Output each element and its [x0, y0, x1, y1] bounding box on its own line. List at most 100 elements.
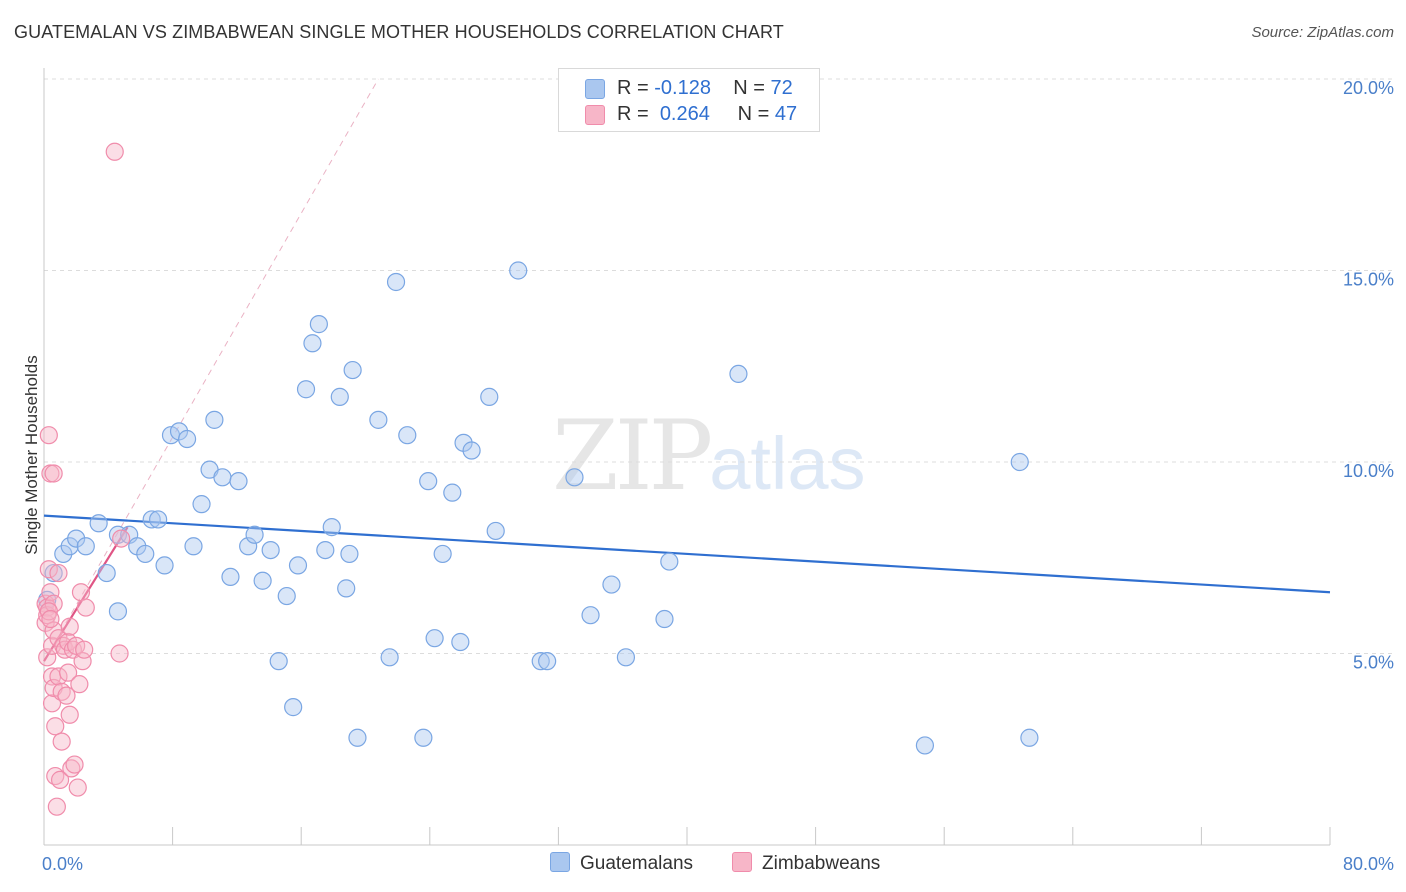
chart-source: Source: ZipAtlas.com: [1251, 24, 1394, 41]
data-point-guatemalans: [480, 387, 499, 406]
legend-n-value: 72: [770, 77, 793, 99]
data-point-zimbabweans: [44, 464, 63, 483]
tick-labels: 5.0% 10.0% 15.0% 20.0% 0.0% 80.0%: [42, 78, 1394, 874]
data-point-guatemalans: [277, 586, 296, 606]
data-point-guatemalans: [284, 698, 303, 717]
data-point-zimbabweans: [39, 602, 58, 621]
data-point-guatemalans: [1020, 728, 1039, 747]
watermark: ZIPatlas: [552, 400, 866, 512]
data-point-guatemalans: [303, 334, 322, 353]
legend-swatch-guatemalans: [585, 79, 605, 99]
trend-line-guatemalans: [43, 514, 1331, 594]
y-tick-label: 10.0%: [1343, 461, 1394, 481]
legend-swatch-zimbabweans: [585, 105, 605, 125]
data-points: [36, 142, 1039, 816]
data-point-zimbabweans: [59, 663, 78, 682]
data-point-guatemalans: [398, 426, 417, 445]
data-point-guatemalans: [316, 540, 335, 560]
data-point-zimbabweans: [105, 142, 124, 161]
data-point-guatemalans: [616, 648, 636, 667]
data-point-guatemalans: [253, 571, 272, 590]
chart-title: GUATEMALAN VS ZIMBABWEAN SINGLE MOTHER H…: [14, 22, 784, 42]
data-point-guatemalans: [221, 567, 240, 587]
data-point-guatemalans: [192, 495, 211, 514]
legend-r-label: R =: [617, 77, 649, 99]
data-point-guatemalans: [655, 609, 674, 629]
data-point-guatemalans: [337, 579, 356, 598]
data-point-guatemalans: [309, 315, 328, 334]
bottom-legend-label-zimbabweans: Zimbabweans: [762, 853, 881, 874]
data-point-zimbabweans: [39, 560, 58, 579]
data-point-guatemalans: [184, 537, 203, 556]
legend-n-value: 47: [774, 103, 798, 125]
data-point-guatemalans: [108, 602, 128, 621]
data-point-zimbabweans: [76, 598, 95, 617]
data-point-zimbabweans: [110, 644, 129, 663]
legend-r-label: R =: [617, 103, 649, 125]
grid-lines: [44, 78, 1392, 654]
data-point-guatemalans: [915, 736, 935, 755]
data-point-guatemalans: [443, 483, 462, 502]
legend-r-value: 0.264: [659, 103, 710, 125]
data-point-zimbabweans: [60, 705, 79, 724]
data-point-zimbabweans: [39, 426, 58, 445]
data-point-zimbabweans: [60, 617, 79, 636]
data-point-guatemalans: [451, 632, 470, 652]
data-point-guatemalans: [581, 606, 600, 625]
x-tick-label: 0.0%: [42, 854, 83, 874]
data-point-guatemalans: [205, 410, 224, 429]
x-tick-label: 80.0%: [1343, 854, 1394, 874]
watermark-atlas: atlas: [709, 422, 866, 505]
data-point-guatemalans: [565, 468, 584, 487]
data-point-zimbabweans: [52, 732, 71, 751]
data-point-guatemalans: [142, 510, 161, 529]
data-point-zimbabweans: [49, 667, 68, 686]
data-point-guatemalans: [348, 728, 367, 747]
data-point-guatemalans: [660, 552, 679, 571]
data-point-zimbabweans: [68, 778, 87, 797]
data-point-zimbabweans: [71, 583, 91, 602]
data-point-guatemalans: [486, 521, 505, 541]
bottom-legend-zimbabweans: Zimbabweans: [732, 852, 880, 875]
legend-n-label: N =: [733, 77, 765, 99]
data-point-guatemalans: [1010, 452, 1029, 472]
data-point-guatemalans: [261, 540, 280, 560]
data-point-guatemalans: [509, 261, 528, 280]
data-point-guatemalans: [419, 472, 438, 491]
y-tick-label: 20.0%: [1343, 78, 1394, 98]
data-point-guatemalans: [729, 364, 748, 384]
data-point-guatemalans: [288, 556, 308, 575]
data-point-guatemalans: [322, 518, 341, 537]
bottom-legend-swatch-guatemalans: [550, 852, 570, 872]
legend-n-label: N =: [737, 103, 770, 125]
data-point-guatemalans: [213, 468, 232, 487]
watermark-zip: ZIP: [552, 400, 713, 512]
data-point-zimbabweans: [75, 640, 94, 659]
bottom-legend-label-guatemalans: Guatemalans: [580, 853, 694, 874]
data-point-zimbabweans: [47, 797, 66, 816]
data-point-guatemalans: [602, 575, 621, 594]
y-tick-label: 5.0%: [1353, 653, 1394, 673]
data-point-guatemalans: [531, 652, 550, 671]
data-point-guatemalans: [239, 537, 258, 556]
data-point-zimbabweans: [46, 717, 65, 736]
data-point-zimbabweans: [41, 583, 60, 602]
data-point-guatemalans: [380, 648, 399, 667]
data-point-guatemalans: [369, 410, 388, 429]
data-point-guatemalans: [414, 728, 433, 747]
data-point-guatemalans: [229, 472, 248, 491]
data-point-guatemalans: [269, 652, 288, 671]
data-point-zimbabweans: [65, 755, 84, 774]
data-point-zimbabweans: [73, 652, 92, 671]
data-point-zimbabweans: [49, 563, 68, 583]
data-point-guatemalans: [149, 510, 168, 529]
y-tick-label: 15.0%: [1343, 270, 1394, 290]
bottom-legend-swatch-zimbabweans: [732, 852, 752, 872]
data-point-zimbabweans: [38, 648, 57, 667]
data-point-guatemalans: [76, 537, 95, 556]
data-point-zimbabweans: [50, 770, 70, 789]
data-point-guatemalans: [330, 387, 349, 406]
data-point-guatemalans: [538, 652, 557, 671]
data-point-guatemalans: [155, 556, 174, 575]
data-point-guatemalans: [343, 360, 362, 380]
